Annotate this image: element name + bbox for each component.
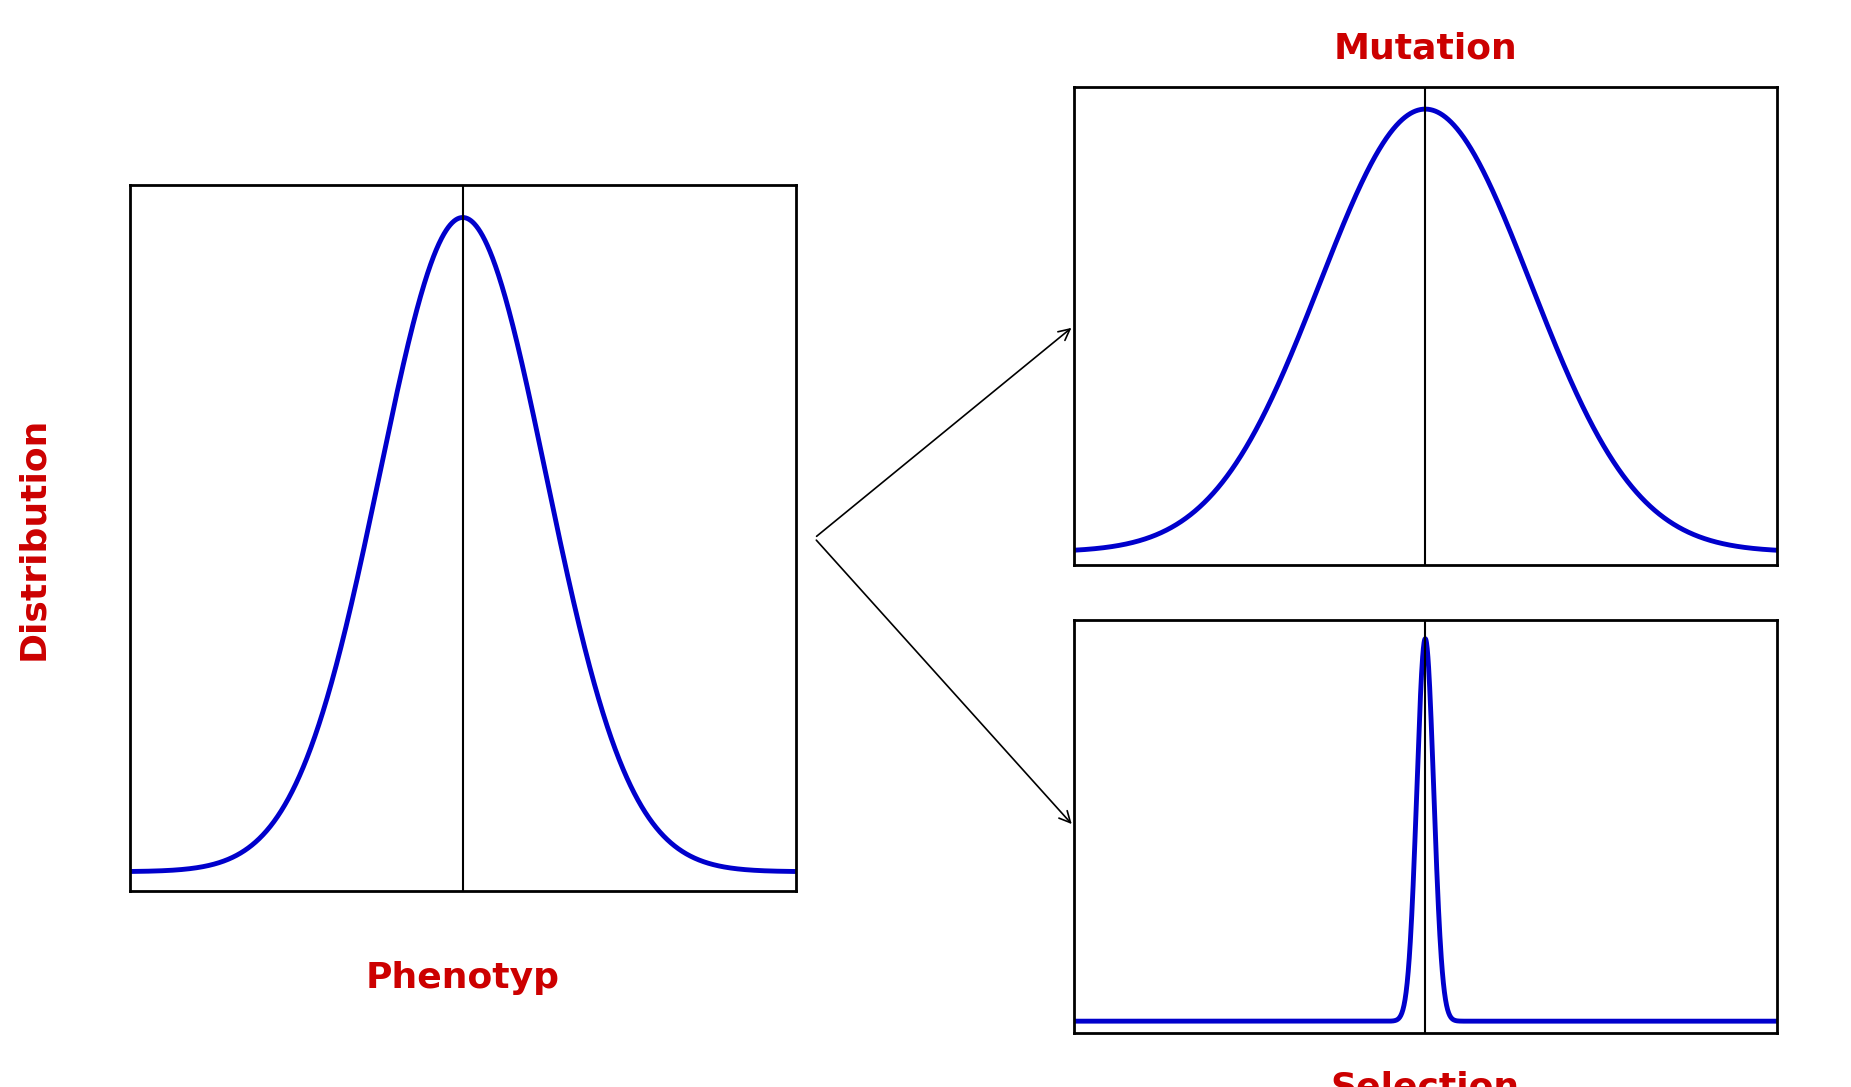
- Text: Mutation: Mutation: [1333, 32, 1518, 66]
- Text: Distribution: Distribution: [17, 416, 50, 660]
- Text: Selection: Selection: [1331, 1070, 1520, 1087]
- Text: Phenotyp: Phenotyp: [366, 961, 559, 996]
